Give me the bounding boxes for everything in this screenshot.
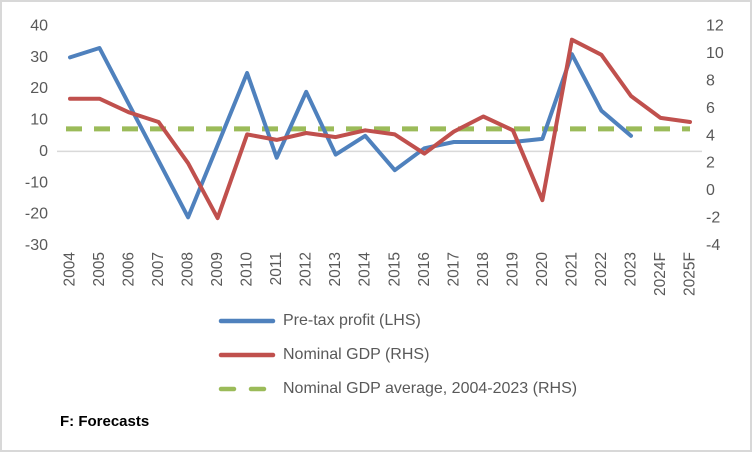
series-line-pre-tax-profit-lhs xyxy=(68,46,633,220)
x-axis-category-label: 2013 xyxy=(327,252,344,286)
right-axis-tick-label: 6 xyxy=(706,100,715,117)
right-axis-tick-label: 10 xyxy=(706,45,724,62)
left-axis-tick-label: 0 xyxy=(39,143,48,160)
legend-label: Nominal GDP average, 2004-2023 (RHS) xyxy=(283,380,578,397)
x-axis-category-label: 2020 xyxy=(534,252,551,287)
legend-marker-nominal-gdp-average-2004-2023-rhs xyxy=(218,386,276,392)
x-axis-category-label: 2014 xyxy=(357,252,374,287)
right-axis-tick-label: -2 xyxy=(706,210,720,227)
x-axis-category-label: 2006 xyxy=(121,252,138,286)
x-axis-category-label: 2022 xyxy=(593,252,610,286)
x-axis-category-label: 2011 xyxy=(268,252,285,285)
x-axis-category-label: 2005 xyxy=(91,252,108,286)
x-axis-category-label: 2017 xyxy=(445,252,462,286)
x-axis-category-label: 2008 xyxy=(180,252,197,286)
x-axis-category-label: 2024F xyxy=(652,252,669,296)
legend-label: Pre-tax profit (LHS) xyxy=(283,312,421,329)
right-axis-tick-label: 0 xyxy=(706,182,715,199)
legend-item-nominal-gdp-rhs: Nominal GDP (RHS) xyxy=(218,338,577,372)
x-axis-category-label: 2015 xyxy=(386,252,403,286)
x-axis-category-label: 2021 xyxy=(563,252,580,286)
left-axis-tick-label: 10 xyxy=(30,112,48,129)
x-axis-category-label: 2007 xyxy=(150,252,167,286)
left-axis-tick-label: -30 xyxy=(25,237,48,254)
left-axis-tick-label: 40 xyxy=(30,18,48,35)
right-axis-tick-label: 2 xyxy=(706,155,715,172)
chart-legend: Pre-tax profit (LHS) Nominal GDP (RHS) Nom… xyxy=(218,304,577,406)
legend-marker-nominal-gdp-rhs xyxy=(218,352,276,358)
left-axis-tick-label: -20 xyxy=(25,206,48,223)
x-axis-category-label: 2004 xyxy=(62,252,79,287)
right-axis-tick-label: -4 xyxy=(706,237,720,254)
x-axis-category-label: 2018 xyxy=(475,252,492,286)
left-axis-tick-label: 30 xyxy=(30,49,48,66)
series-line-nominal-gdp-rhs xyxy=(68,37,692,221)
left-axis-tick-label: 20 xyxy=(30,80,48,97)
x-axis-category-label: 2023 xyxy=(622,252,639,286)
right-axis-tick-label: 8 xyxy=(706,72,715,89)
left-axis-tick-label: -10 xyxy=(25,174,48,191)
x-axis-category-label: 2009 xyxy=(209,252,226,286)
legend-item-nominal-gdp-average-2004-2023-rhs: Nominal GDP average, 2004-2023 (RHS) xyxy=(218,372,577,406)
right-axis-tick-label: 4 xyxy=(706,127,715,144)
legend-marker-pre-tax-profit-lhs xyxy=(218,318,276,324)
x-axis-category-label: 2010 xyxy=(239,252,256,287)
legend-label: Nominal GDP (RHS) xyxy=(283,346,430,363)
right-axis-tick-label: 12 xyxy=(706,18,724,35)
x-axis-category-label: 2025F xyxy=(681,252,698,296)
forecast-footnote: F: Forecasts xyxy=(60,413,150,430)
x-axis-category-label: 2012 xyxy=(298,252,315,286)
legend-item-pre-tax-profit-lhs: Pre-tax profit (LHS) xyxy=(218,304,577,338)
x-axis-category-label: 2016 xyxy=(416,252,433,286)
x-axis-category-label: 2019 xyxy=(504,252,521,286)
